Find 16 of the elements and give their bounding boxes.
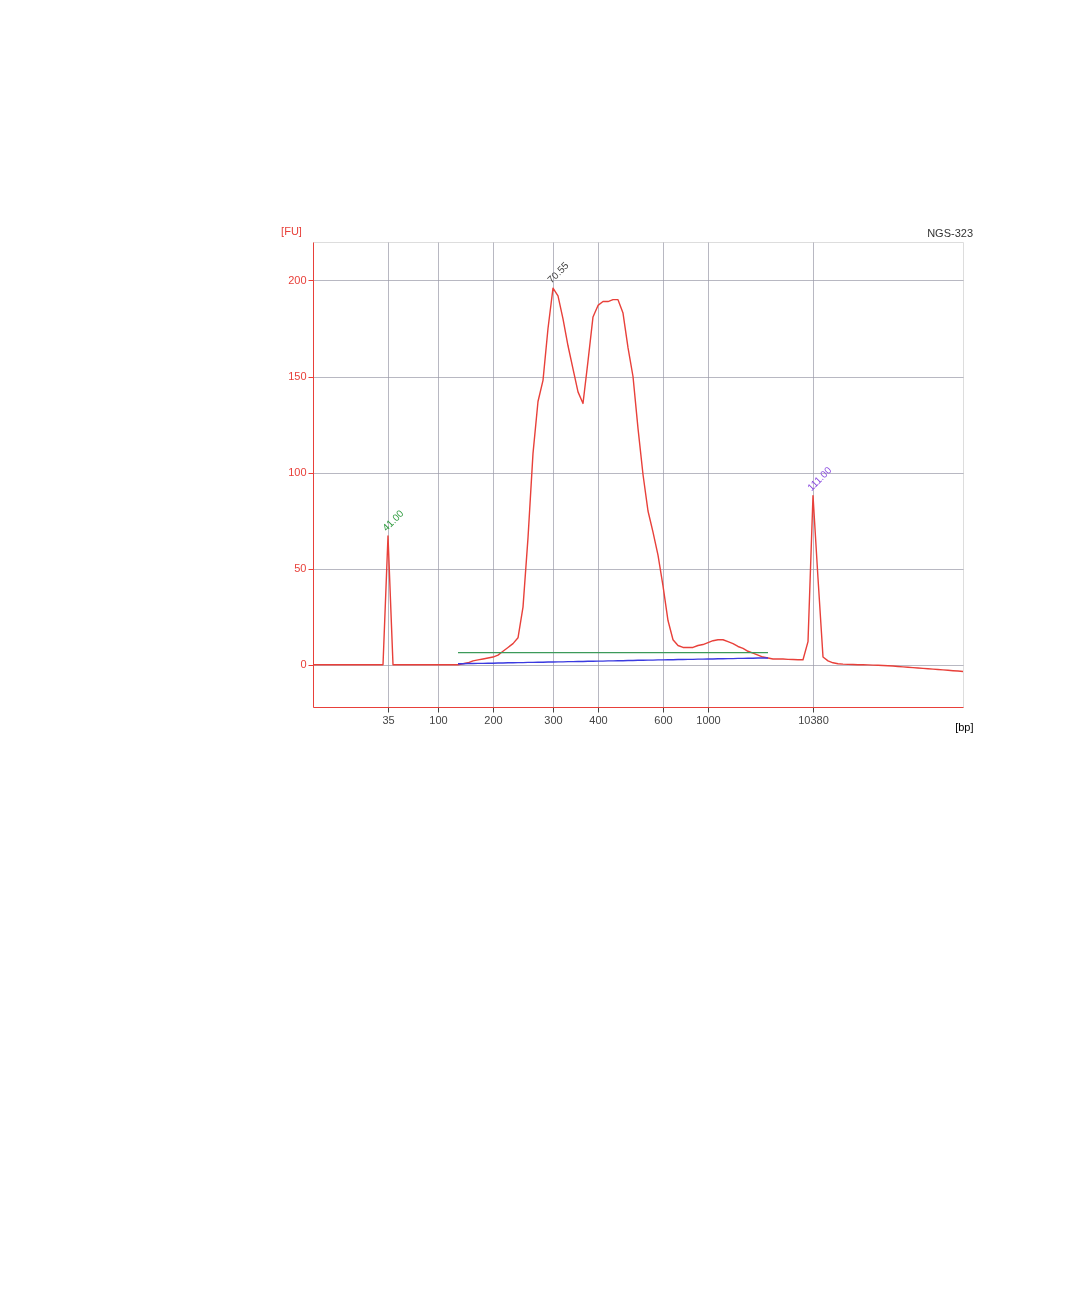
x-tick-label: 600 [654,713,673,726]
x-tick-label: 10380 [798,713,829,726]
x-tick-label: 100 [429,713,448,726]
x-tick-label: 35 [382,713,395,726]
y-axis-title: [FU] [281,224,302,237]
y-tick-label: 200 [288,273,307,286]
x-tick-label: 400 [589,713,608,726]
x-tick-label: 300 [544,713,563,726]
y-tick-label: 150 [288,370,307,382]
y-tick-label: 100 [288,466,307,479]
x-tick-label: 200 [484,713,503,726]
x-tick-label: 1000 [696,713,721,726]
x-axis-title: [bp] [955,720,974,733]
chart-title: NGS-323 [927,227,973,239]
y-tick-label: 0 [300,658,307,671]
y-tick-label: 50 [294,562,307,575]
